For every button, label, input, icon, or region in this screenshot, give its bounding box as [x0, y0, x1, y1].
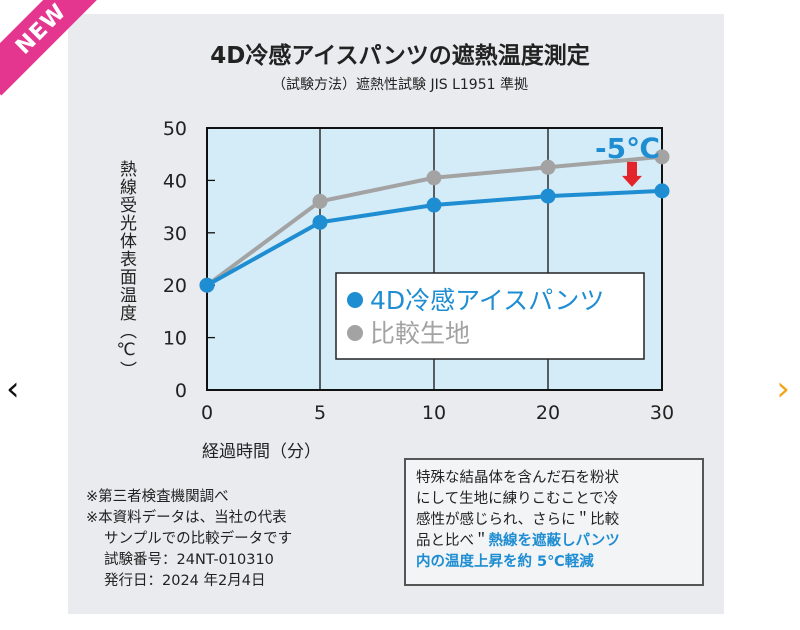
note-line: 試験番号：24NT-010310	[104, 552, 274, 568]
x-tick-label: 10	[422, 402, 446, 424]
data-point	[540, 159, 556, 175]
data-point	[199, 277, 215, 293]
x-tick-label: 20	[536, 402, 560, 424]
description-highlight: 熱線を遮蔽しパンツ	[488, 533, 620, 549]
legend-label: 比較生地	[370, 319, 470, 348]
description-line: 特殊な結晶体を含んだ石を粉状	[416, 470, 619, 486]
data-point	[426, 197, 442, 213]
description-box: 特殊な結晶体を含んだ石を粉状 にして生地に練りこむことで冷 感性が感じられ、さら…	[404, 458, 704, 586]
x-axis-label: 経過時間（分）	[202, 442, 321, 462]
legend-marker	[347, 325, 363, 341]
chart-subtitle: （試験方法）遮熱性試験 JIS L1951 準拠	[272, 77, 528, 93]
note-line: サンプルでの比較データです	[104, 531, 293, 547]
y-tick-label: 40	[163, 170, 187, 192]
y-tick-label: 30	[163, 223, 187, 245]
annotation-label: -5℃	[595, 132, 660, 165]
description-text: 品と比べ＂	[416, 533, 489, 549]
data-point	[312, 214, 328, 230]
legend-marker	[347, 292, 363, 308]
note-line: 発行日：2024 年2月4日	[104, 573, 266, 589]
y-tick-label: 10	[163, 328, 187, 350]
prev-image-button[interactable]: ‹	[6, 369, 20, 409]
note-line: ※第三者検査機関調べ	[86, 489, 229, 505]
notes-block: ※第三者検査機関調べ ※本資料データは、当社の代表 サンプルでの比較データです …	[86, 487, 292, 592]
note-line: ※本資料データは、当社の代表	[86, 510, 287, 526]
data-point	[654, 149, 670, 165]
description-highlight: 内の温度上昇を約 5℃軽減	[416, 554, 594, 570]
x-tick-label: 30	[650, 402, 674, 424]
description-line: にして生地に練りこむことで冷	[416, 491, 619, 507]
annotation-arrow	[622, 161, 642, 187]
y-tick-label: 0	[175, 380, 187, 402]
y-tick-label: 50	[163, 118, 187, 140]
next-image-button[interactable]: ›	[776, 369, 790, 409]
y-tick-label: 20	[163, 275, 187, 297]
description-line: 感性が感じられ、さらに＂比較	[416, 512, 620, 528]
data-point	[426, 170, 442, 186]
x-tick-label: 5	[314, 402, 326, 424]
data-point	[654, 183, 670, 199]
data-point	[312, 193, 328, 209]
legend-box	[335, 272, 645, 360]
y-axis-label: 熱線受光体表面温度（℃）	[116, 160, 137, 379]
legend-label: 4D冷感アイスパンツ	[370, 286, 604, 315]
x-tick-label: 0	[201, 402, 213, 424]
data-point	[540, 188, 556, 204]
description-line: 品と比べ＂熱線を遮蔽しパンツ	[416, 531, 692, 552]
chart-title: 4D冷感アイスパンツの遮熱温度測定	[210, 43, 590, 69]
